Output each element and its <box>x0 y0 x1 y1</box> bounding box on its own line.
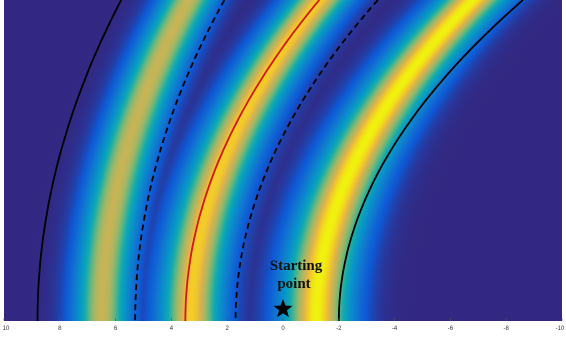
x-tick-label: 10 <box>3 326 10 332</box>
x-tick-label: 0 <box>281 326 285 332</box>
x-tick-label: -8 <box>504 326 510 332</box>
x-tick-label: 6 <box>114 326 118 332</box>
annotation-line-1: Starting <box>270 258 323 274</box>
contour-dashed-2 <box>234 0 379 321</box>
x-tick-label: 4 <box>170 326 174 332</box>
starting-point-star-marker <box>273 299 293 318</box>
contour-lines <box>36 0 524 322</box>
heatmap-image <box>4 0 562 321</box>
x-tick-label: -6 <box>448 326 454 332</box>
x-tick-label: 2 <box>226 326 230 332</box>
x-tick-label: -2 <box>336 326 342 332</box>
contour-black-1 <box>36 0 122 321</box>
marker-layer <box>273 299 293 318</box>
x-tick-label: -4 <box>392 326 398 332</box>
contour-red <box>184 0 320 322</box>
contour-black-2 <box>337 0 524 322</box>
x-axis-ticks: 10 8 6 4 2 0 -2 -4 -6 -8 -10 <box>3 318 565 332</box>
x-tick-label: -10 <box>556 326 565 332</box>
x-tick-label: 8 <box>58 326 62 332</box>
annotation-line-2: point <box>277 276 310 292</box>
contour-dashed-1 <box>134 0 226 322</box>
